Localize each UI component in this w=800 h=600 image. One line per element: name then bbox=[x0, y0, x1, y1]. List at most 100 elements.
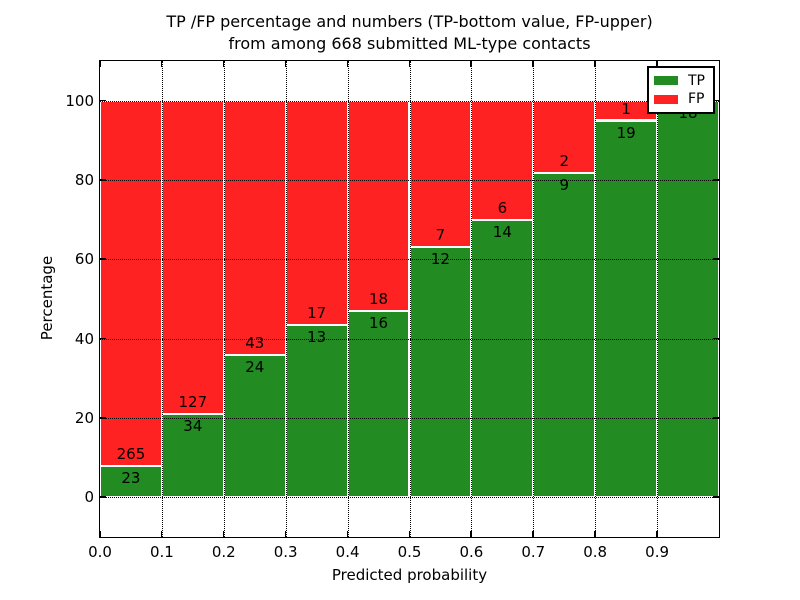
x-tick-label: 0.3 bbox=[273, 543, 298, 561]
bar-segment-tp bbox=[595, 120, 658, 498]
bar-segment-tp bbox=[409, 246, 472, 498]
x-gridline bbox=[161, 61, 163, 537]
tp-count-label: 12 bbox=[430, 249, 450, 268]
tp-count-label: 24 bbox=[245, 358, 265, 377]
bar-segment-tp bbox=[471, 219, 534, 498]
y-tick-label: 20 bbox=[74, 409, 94, 427]
y-tick-mark bbox=[100, 337, 106, 340]
fp-count-label: 2 bbox=[559, 151, 570, 170]
x-gridline bbox=[285, 61, 287, 537]
tp-count-label: 13 bbox=[307, 328, 327, 347]
x-tick-mark bbox=[222, 531, 225, 537]
x-tick-mark bbox=[594, 531, 596, 537]
bar-segment-tp bbox=[161, 413, 224, 498]
x-tick-mark bbox=[346, 531, 349, 537]
plot-area: 2652312734432417131816712614291191802040… bbox=[65, 60, 720, 561]
x-tick-label: 0.6 bbox=[459, 543, 484, 561]
y-tick-mark bbox=[713, 99, 719, 102]
y-tick-label: 80 bbox=[74, 171, 94, 189]
bar-segment-tp bbox=[100, 465, 162, 498]
bar-segment-tp bbox=[657, 100, 719, 498]
bar-segment-tp bbox=[285, 325, 348, 498]
x-tick-label: 0.5 bbox=[397, 543, 422, 561]
x-tick-mark bbox=[594, 61, 596, 67]
bar-segment-fp bbox=[347, 100, 410, 311]
tp-count-label: 9 bbox=[559, 175, 570, 194]
bar-segment-fp bbox=[100, 100, 162, 466]
tp-count-label: 19 bbox=[616, 123, 636, 142]
legend-item-tp: TP bbox=[654, 73, 708, 89]
y-tick-mark bbox=[100, 258, 106, 260]
fp-count-label: 43 bbox=[245, 334, 265, 353]
bar-segment-fp bbox=[223, 100, 286, 356]
bar-segment-fp bbox=[409, 100, 472, 247]
tp-count-label: 34 bbox=[183, 416, 203, 435]
x-tick-label: 0.7 bbox=[521, 543, 546, 561]
y-tick-mark bbox=[100, 496, 106, 498]
chart-title-line1: TP /FP percentage and numbers (TP-bottom… bbox=[166, 12, 653, 31]
legend-label-fp: FP bbox=[688, 91, 705, 108]
x-tick-label: 0.9 bbox=[645, 543, 670, 561]
legend-item-fp: FP bbox=[654, 91, 708, 107]
y-tick-mark bbox=[100, 417, 106, 419]
x-tick-mark bbox=[284, 61, 287, 67]
x-tick-mark bbox=[160, 61, 163, 67]
x-tick-label: 0.0 bbox=[88, 543, 112, 561]
bar-segment-fp bbox=[161, 100, 224, 414]
fp-count-label: 127 bbox=[178, 392, 208, 411]
y-tick-mark bbox=[100, 99, 106, 102]
legend: TP FP bbox=[647, 66, 715, 114]
x-tick-mark bbox=[408, 531, 410, 537]
fp-count-label: 1 bbox=[621, 99, 631, 118]
y-tick-mark bbox=[713, 337, 719, 340]
y-tick-label: 100 bbox=[65, 91, 94, 110]
x-tick-label: 0.1 bbox=[149, 543, 174, 561]
tp-count-label: 23 bbox=[121, 468, 141, 487]
x-gridline bbox=[533, 61, 535, 537]
x-tick-mark bbox=[99, 61, 101, 67]
x-tick-mark bbox=[532, 531, 534, 537]
x-tick-mark bbox=[470, 61, 472, 67]
bar-segment-tp bbox=[223, 355, 286, 498]
chart-title-line2: from among 668 submitted ML-type contact… bbox=[228, 34, 591, 53]
y-tick-label: 0 bbox=[84, 488, 94, 507]
x-tick-mark bbox=[656, 531, 658, 537]
y-tick-mark bbox=[713, 179, 719, 181]
x-gridline bbox=[657, 61, 659, 537]
tp-count-label: 16 bbox=[368, 313, 389, 332]
x-tick-label: 0.2 bbox=[211, 543, 236, 561]
x-axis-label: Predicted probability bbox=[331, 566, 488, 584]
x-tick-mark bbox=[222, 61, 225, 67]
fp-count-label: 17 bbox=[307, 304, 327, 323]
bar-segment-fp bbox=[285, 100, 348, 326]
x-gridline bbox=[347, 61, 349, 537]
fp-count-label: 6 bbox=[497, 198, 508, 217]
x-tick-mark bbox=[656, 61, 658, 67]
x-tick-mark bbox=[470, 531, 472, 537]
y-tick-mark bbox=[713, 258, 719, 260]
y-tick-label: 40 bbox=[74, 329, 94, 348]
x-gridline bbox=[223, 61, 225, 537]
legend-label-tp: TP bbox=[688, 72, 705, 89]
chart-title: TP /FP percentage and numbers (TP-bottom… bbox=[100, 11, 719, 55]
y-tick-label: 60 bbox=[74, 250, 94, 269]
y-tick-mark bbox=[100, 179, 106, 181]
bar-segment-tp bbox=[533, 172, 596, 498]
x-tick-mark bbox=[99, 531, 101, 537]
fp-swatch-icon bbox=[654, 94, 678, 104]
x-tick-label: 0.8 bbox=[583, 543, 608, 561]
fp-count-label: 18 bbox=[368, 289, 389, 308]
x-gridline bbox=[409, 61, 411, 537]
y-axis-label: Percentage bbox=[38, 255, 56, 341]
x-gridline bbox=[595, 61, 597, 537]
x-tick-label: 0.4 bbox=[335, 543, 360, 561]
x-tick-mark bbox=[284, 531, 287, 537]
x-tick-mark bbox=[408, 61, 410, 67]
x-tick-mark bbox=[160, 531, 163, 537]
tp-swatch-icon bbox=[654, 76, 678, 86]
tp-count-label: 14 bbox=[492, 222, 512, 241]
x-gridline bbox=[471, 61, 473, 537]
x-tick-mark bbox=[532, 61, 534, 67]
y-tick-mark bbox=[713, 417, 719, 419]
